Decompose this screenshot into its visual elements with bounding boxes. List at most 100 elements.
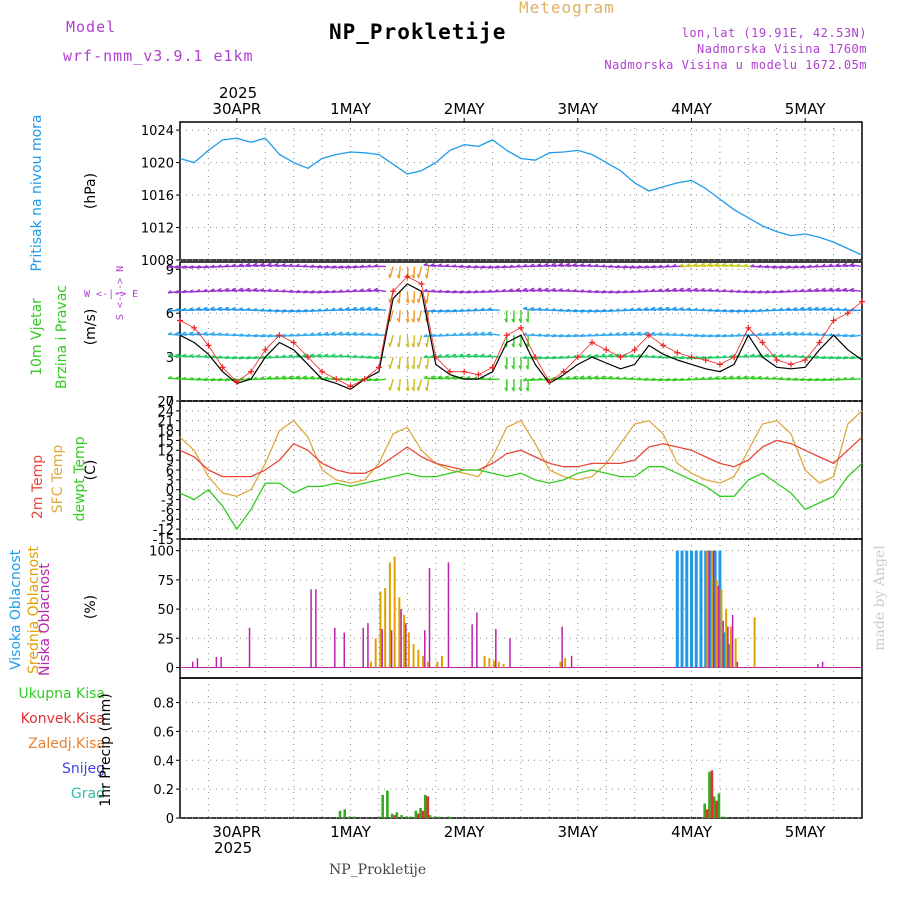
day-label-top: 4MAY [671, 100, 713, 118]
precip-bars-1 [393, 770, 718, 818]
day-label-bottom: 1MAY [330, 823, 372, 841]
wind-unit: (m/s) [83, 297, 101, 357]
precip-bar [433, 817, 436, 818]
precip-bar [422, 811, 425, 818]
day-label-top: 30APR [212, 100, 261, 118]
wind-arrow-head [418, 299, 419, 303]
wind-arrow [390, 266, 393, 278]
precip-bar [396, 812, 399, 818]
wind-arrow-head [418, 274, 419, 278]
elevation-text: Nadmorska Visina 1760m [697, 42, 867, 56]
y-tick-label-wind: 3 [166, 351, 174, 366]
wind-arrow-head [418, 343, 419, 347]
cloud-low-label: Niska Oblacnost [37, 576, 55, 676]
wind-arrow [414, 335, 415, 347]
wind-arrow [427, 266, 429, 278]
wind-arrow [399, 266, 400, 278]
precip-bar [415, 811, 418, 818]
wind-arrow [419, 335, 422, 347]
wind-arrow [427, 379, 429, 391]
precip-bar [386, 791, 389, 818]
y-tick-label-precip: 0 [166, 812, 174, 827]
precip-bar [381, 795, 384, 818]
wind-arrow [399, 379, 400, 391]
temp-sfc-label: SFC Temp [50, 439, 68, 519]
precip-bar [722, 817, 725, 818]
y-tick-label-temp: 27 [157, 395, 174, 410]
precip-bar [405, 817, 408, 818]
y-tick-label-cloud: 50 [157, 603, 174, 618]
precip-bar [426, 796, 429, 818]
precip-bar [353, 817, 356, 818]
y-tick-label-cloud: 0 [166, 661, 174, 676]
y-tick-label-precip: 0.8 [153, 697, 174, 712]
precip-bar [424, 795, 427, 818]
sfc-temp-line [180, 411, 862, 496]
pressure-label: Pritisak na nivou mora [29, 103, 47, 283]
wind-label-1: 10m Vjetar [29, 297, 47, 377]
wind-arrow [419, 379, 422, 391]
day-label-bottom: 3MAY [557, 823, 599, 841]
wind-arrow [427, 291, 429, 303]
wind-label-2: Brzina i Pravac [54, 282, 72, 392]
pressure-line [180, 138, 862, 255]
precip-bar [348, 817, 351, 818]
precip-total-label: Ukupna Kisa [18, 686, 105, 702]
precip-bar [711, 770, 714, 818]
precip-bar [410, 817, 413, 818]
day-label-top: 5MAY [785, 100, 827, 118]
precip-bar [438, 817, 441, 818]
year-top: 2025 [219, 84, 257, 102]
precip-bar [713, 796, 716, 818]
wind-arrow-head [418, 318, 419, 322]
day-label-top: 3MAY [557, 100, 599, 118]
wind-arrow [414, 379, 415, 391]
wind-arrow [399, 310, 400, 322]
precip-bar [393, 815, 396, 818]
day-label-bottom: 2MAY [444, 823, 486, 841]
y-tick-label-precip: 0.4 [153, 754, 174, 769]
wind-arrow-head [389, 274, 390, 278]
model-name: wrf-nmm_v3.9.1 e1km [63, 47, 254, 65]
cloud-bars-2 [193, 551, 823, 668]
precip-bar [715, 801, 718, 818]
wind-arrow [414, 310, 415, 322]
wind-arrow [390, 335, 393, 347]
temp-2m-label: 2m Temp [30, 447, 48, 527]
coords-text: lon,lat (19.91E, 42.53N) [682, 26, 867, 40]
wind-arrow [414, 291, 415, 303]
y-tick-label-pressure: 1012 [141, 222, 174, 237]
wind-arrows [168, 263, 862, 391]
precip-bar [703, 804, 706, 818]
wind-arrow [399, 335, 400, 347]
wind-arrow [390, 379, 393, 391]
precip-bar [708, 772, 711, 818]
temp-unit: (C) [83, 450, 101, 490]
compass-we: W <-|-> E [84, 289, 138, 300]
footer-station: NP_Prokletije [329, 862, 426, 878]
precip-frz-label: Zaledj.Kisa [28, 736, 105, 752]
cloud-high-label: Visoka Oblacnost [8, 550, 26, 670]
precip-conv-label: Konvek.Kisa [21, 711, 105, 727]
precip-bar [706, 809, 709, 818]
wind-arrow [390, 357, 393, 369]
panel-frame-precip [180, 678, 862, 818]
y-tick-label-cloud: 25 [157, 632, 174, 647]
cloud-unit: (%) [83, 587, 101, 627]
y-tick-label-precip: 0.6 [153, 725, 174, 740]
precip-bar [448, 817, 451, 818]
wind-arrow-head [418, 365, 419, 369]
wind-arrow [419, 266, 422, 278]
precip-bar [419, 808, 422, 818]
model-label: Model [66, 18, 116, 36]
y-tick-label-pressure: 1024 [141, 124, 174, 139]
watermark: made by Angel [872, 538, 888, 658]
wind-arrow-head [418, 387, 419, 391]
product-name: Meteogram [519, 0, 615, 17]
precip-bar [400, 815, 403, 818]
wind-arrow [419, 310, 422, 322]
panel-frame-pressure [180, 122, 862, 260]
model-elevation-text: Nadmorska Visina u modelu 1672.05m [604, 58, 867, 72]
